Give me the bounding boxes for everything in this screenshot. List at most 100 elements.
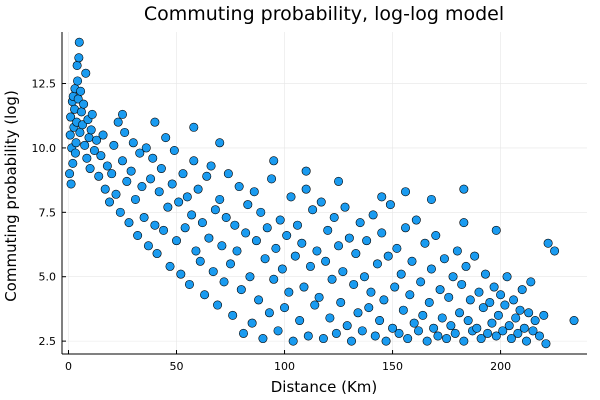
data-point	[234, 182, 244, 192]
data-point	[280, 303, 290, 313]
data-point	[338, 267, 348, 277]
data-point	[368, 210, 378, 220]
data-point	[534, 331, 544, 341]
data-point	[269, 274, 279, 284]
data-point	[98, 130, 108, 140]
data-point	[247, 318, 257, 328]
data-point	[89, 146, 99, 156]
data-point	[65, 169, 75, 179]
data-point	[370, 331, 380, 341]
data-point	[459, 336, 469, 346]
data-point	[213, 300, 223, 310]
data-point	[76, 86, 86, 96]
data-point	[236, 285, 246, 295]
data-point	[470, 251, 480, 261]
data-point	[295, 316, 305, 326]
data-point	[111, 189, 121, 199]
data-point	[478, 303, 488, 313]
data-point	[73, 76, 83, 86]
data-point	[66, 112, 76, 122]
data-point	[526, 277, 536, 287]
data-point	[72, 60, 82, 70]
data-point	[146, 174, 156, 184]
data-point	[193, 184, 203, 194]
data-point	[388, 323, 398, 333]
data-point	[485, 297, 495, 307]
data-point	[258, 334, 268, 344]
data-point	[74, 53, 84, 63]
x-tick-label: 0	[65, 360, 72, 373]
data-point	[461, 261, 471, 271]
data-point	[245, 272, 255, 282]
data-point	[504, 321, 514, 331]
x-tick-label: 200	[490, 360, 511, 373]
data-point	[172, 236, 182, 246]
data-point	[342, 321, 352, 331]
data-point	[79, 99, 89, 109]
data-point	[366, 287, 376, 297]
data-point	[500, 300, 510, 310]
data-point	[541, 339, 551, 349]
data-point	[493, 310, 503, 320]
data-point	[133, 231, 143, 241]
data-point	[65, 130, 75, 140]
data-point	[191, 246, 201, 256]
x-tick-label: 50	[170, 360, 184, 373]
data-point	[351, 249, 361, 259]
data-point	[442, 334, 452, 344]
data-point	[241, 228, 251, 238]
data-point	[152, 249, 162, 259]
data-point	[517, 285, 527, 295]
data-point	[96, 151, 106, 161]
data-point	[316, 197, 326, 207]
data-point	[385, 200, 395, 210]
data-point	[178, 169, 188, 179]
data-point	[465, 295, 475, 305]
data-point	[301, 184, 311, 194]
data-point	[210, 205, 220, 215]
data-point	[528, 326, 538, 336]
data-point	[286, 192, 296, 202]
chart-title: Commuting probability, log-log model	[144, 3, 504, 25]
data-point	[407, 256, 417, 266]
data-point	[277, 264, 287, 274]
data-point	[254, 295, 264, 305]
x-tick-label: 150	[382, 360, 403, 373]
data-point	[318, 334, 328, 344]
data-point	[284, 287, 294, 297]
data-point	[271, 243, 281, 253]
data-point	[189, 156, 199, 166]
data-point	[543, 238, 553, 248]
data-point	[418, 310, 428, 320]
data-point	[282, 231, 292, 241]
data-point	[424, 297, 434, 307]
data-point	[150, 220, 160, 230]
data-point	[491, 331, 501, 341]
y-axis-title: Commuting probability (log)	[2, 90, 20, 302]
data-point	[80, 140, 90, 150]
data-point	[511, 313, 521, 323]
data-point	[327, 274, 337, 284]
data-point	[169, 146, 179, 156]
data-point	[355, 218, 365, 228]
data-point	[135, 148, 145, 158]
data-point	[340, 202, 350, 212]
data-point	[143, 241, 153, 251]
data-point	[411, 215, 421, 225]
data-point	[433, 331, 443, 341]
data-point	[197, 218, 207, 228]
data-point	[539, 310, 549, 320]
data-point	[230, 220, 240, 230]
data-point	[120, 127, 130, 137]
data-point	[256, 207, 266, 217]
data-point	[139, 212, 149, 222]
data-point	[474, 287, 484, 297]
data-point	[81, 68, 91, 78]
data-point	[426, 194, 436, 204]
data-point	[405, 290, 415, 300]
data-point	[124, 218, 134, 228]
data-point	[184, 279, 194, 289]
data-point	[446, 321, 456, 331]
data-point	[347, 336, 357, 346]
data-point	[524, 308, 534, 318]
